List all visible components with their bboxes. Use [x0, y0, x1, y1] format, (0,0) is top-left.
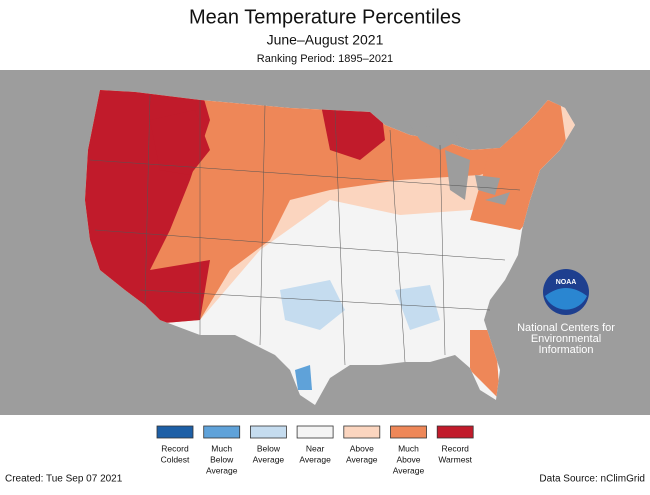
legend-swatch: [436, 425, 474, 439]
legend-label: Warmest: [438, 454, 472, 464]
legend-label: Coldest: [161, 454, 190, 464]
legend-swatch: [390, 425, 427, 439]
title: Mean Temperature Percentiles: [189, 6, 461, 28]
logo-caption: Information: [538, 344, 593, 356]
ranking-period: Ranking Period: 1895–2021: [257, 53, 393, 65]
legend: RecordColdestMuchBelowAverageBelowAverag…: [156, 425, 474, 475]
legend-swatch: [296, 425, 334, 439]
legend-label: Record: [161, 443, 189, 453]
noaa-logo: NOAA National Centers forEnvironmentalIn…: [517, 269, 615, 356]
legend-label: Below: [210, 454, 234, 464]
legend-label: Average: [206, 465, 238, 475]
logo-text: NOAA: [556, 279, 577, 286]
legend-label: Average: [346, 454, 378, 464]
legend-label: Above: [350, 443, 374, 453]
legend-swatch: [249, 425, 287, 439]
logo-caption: Environmental: [531, 333, 601, 345]
legend-label: Average: [393, 465, 425, 475]
created-date: Created: Tue Sep 07 2021: [5, 474, 123, 485]
legend-label: Record: [441, 443, 469, 453]
legend-label: Much: [211, 443, 232, 453]
logo-wave: [545, 288, 587, 310]
logo-caption: National Centers for: [517, 322, 615, 334]
data-source: Data Source: nClimGrid: [539, 474, 645, 485]
great-lakes: [410, 125, 510, 205]
subtitle: June–August 2021: [267, 32, 384, 48]
legend-label: Near: [306, 443, 325, 453]
legend-label: Above: [396, 454, 420, 464]
legend-label: Average: [253, 454, 285, 464]
legend-label: Below: [257, 443, 281, 453]
legend-swatch: [156, 425, 194, 439]
legend-label: Average: [299, 454, 331, 464]
legend-swatch: [203, 425, 241, 439]
legend-label: Much: [398, 443, 419, 453]
map: [0, 70, 650, 415]
legend-swatch: [343, 425, 381, 439]
state-borders: [89, 94, 521, 366]
